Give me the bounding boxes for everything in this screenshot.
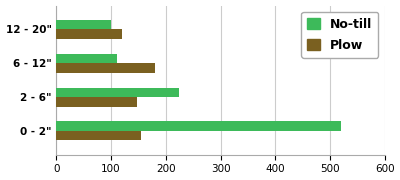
Legend: No-till, Plow: No-till, Plow bbox=[301, 12, 378, 58]
Bar bbox=[56, 131, 141, 140]
Bar bbox=[56, 63, 155, 73]
Bar bbox=[56, 54, 116, 63]
Bar bbox=[56, 88, 180, 97]
Bar bbox=[56, 97, 137, 107]
Bar bbox=[56, 29, 122, 39]
Bar bbox=[56, 122, 341, 131]
Bar bbox=[56, 20, 111, 29]
